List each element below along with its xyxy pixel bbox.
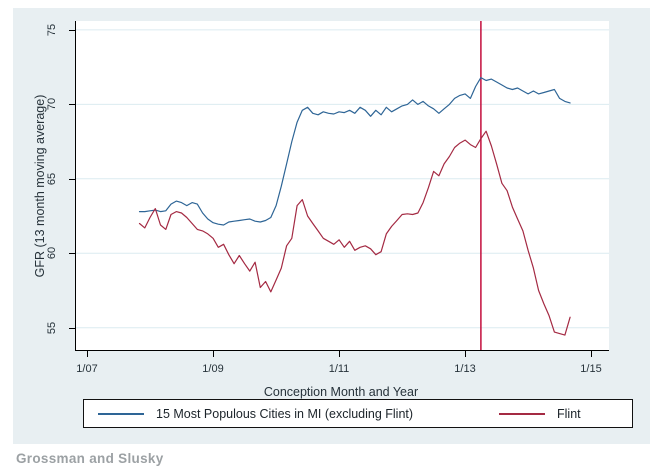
y-tick-75 xyxy=(69,30,75,31)
x-tick-label-1/09: 1/09 xyxy=(202,363,224,375)
x-tick-label-1/15: 1/15 xyxy=(580,363,602,375)
legend-label-flint: Flint xyxy=(557,406,581,421)
plot-canvas xyxy=(76,21,609,350)
y-tick-55 xyxy=(69,328,75,329)
x-tick-1/07 xyxy=(87,351,88,357)
y-tick-65 xyxy=(69,179,75,180)
x-tick-1/13 xyxy=(465,351,466,357)
legend-item-cities: 15 Most Populous Cities in MI (excluding… xyxy=(98,400,413,427)
y-tick-60 xyxy=(69,253,75,254)
plot-area xyxy=(75,21,609,351)
y-axis-title: GFR (13 month moving average) xyxy=(33,94,47,278)
x-tick-label-1/07: 1/07 xyxy=(76,363,98,375)
chart-figure: 55 60 65 70 75 1/07 1/09 1/11 1/13 1/15 GFR (13 m… xyxy=(13,8,650,444)
series-line-cities xyxy=(138,76,571,226)
x-tick-1/11 xyxy=(339,351,340,357)
cities-line-swatch xyxy=(98,412,144,415)
legend-label-cities: 15 Most Populous Cities in MI (excluding… xyxy=(156,406,414,421)
caption-authors: Grossman and Slusky xyxy=(16,451,164,466)
x-tick-label-1/13: 1/13 xyxy=(454,363,476,375)
x-tick-label-1/11: 1/11 xyxy=(328,363,350,375)
legend: 15 Most Populous Cities in MI (excluding… xyxy=(83,399,633,428)
x-tick-1/15 xyxy=(591,351,592,357)
series-line-flint xyxy=(138,130,571,336)
x-axis-title: Conception Month and Year xyxy=(263,385,419,399)
y-tick-70 xyxy=(69,104,75,105)
flint-line-swatch xyxy=(499,412,545,415)
x-tick-1/09 xyxy=(213,351,214,357)
legend-item-flint: Flint xyxy=(499,400,581,427)
